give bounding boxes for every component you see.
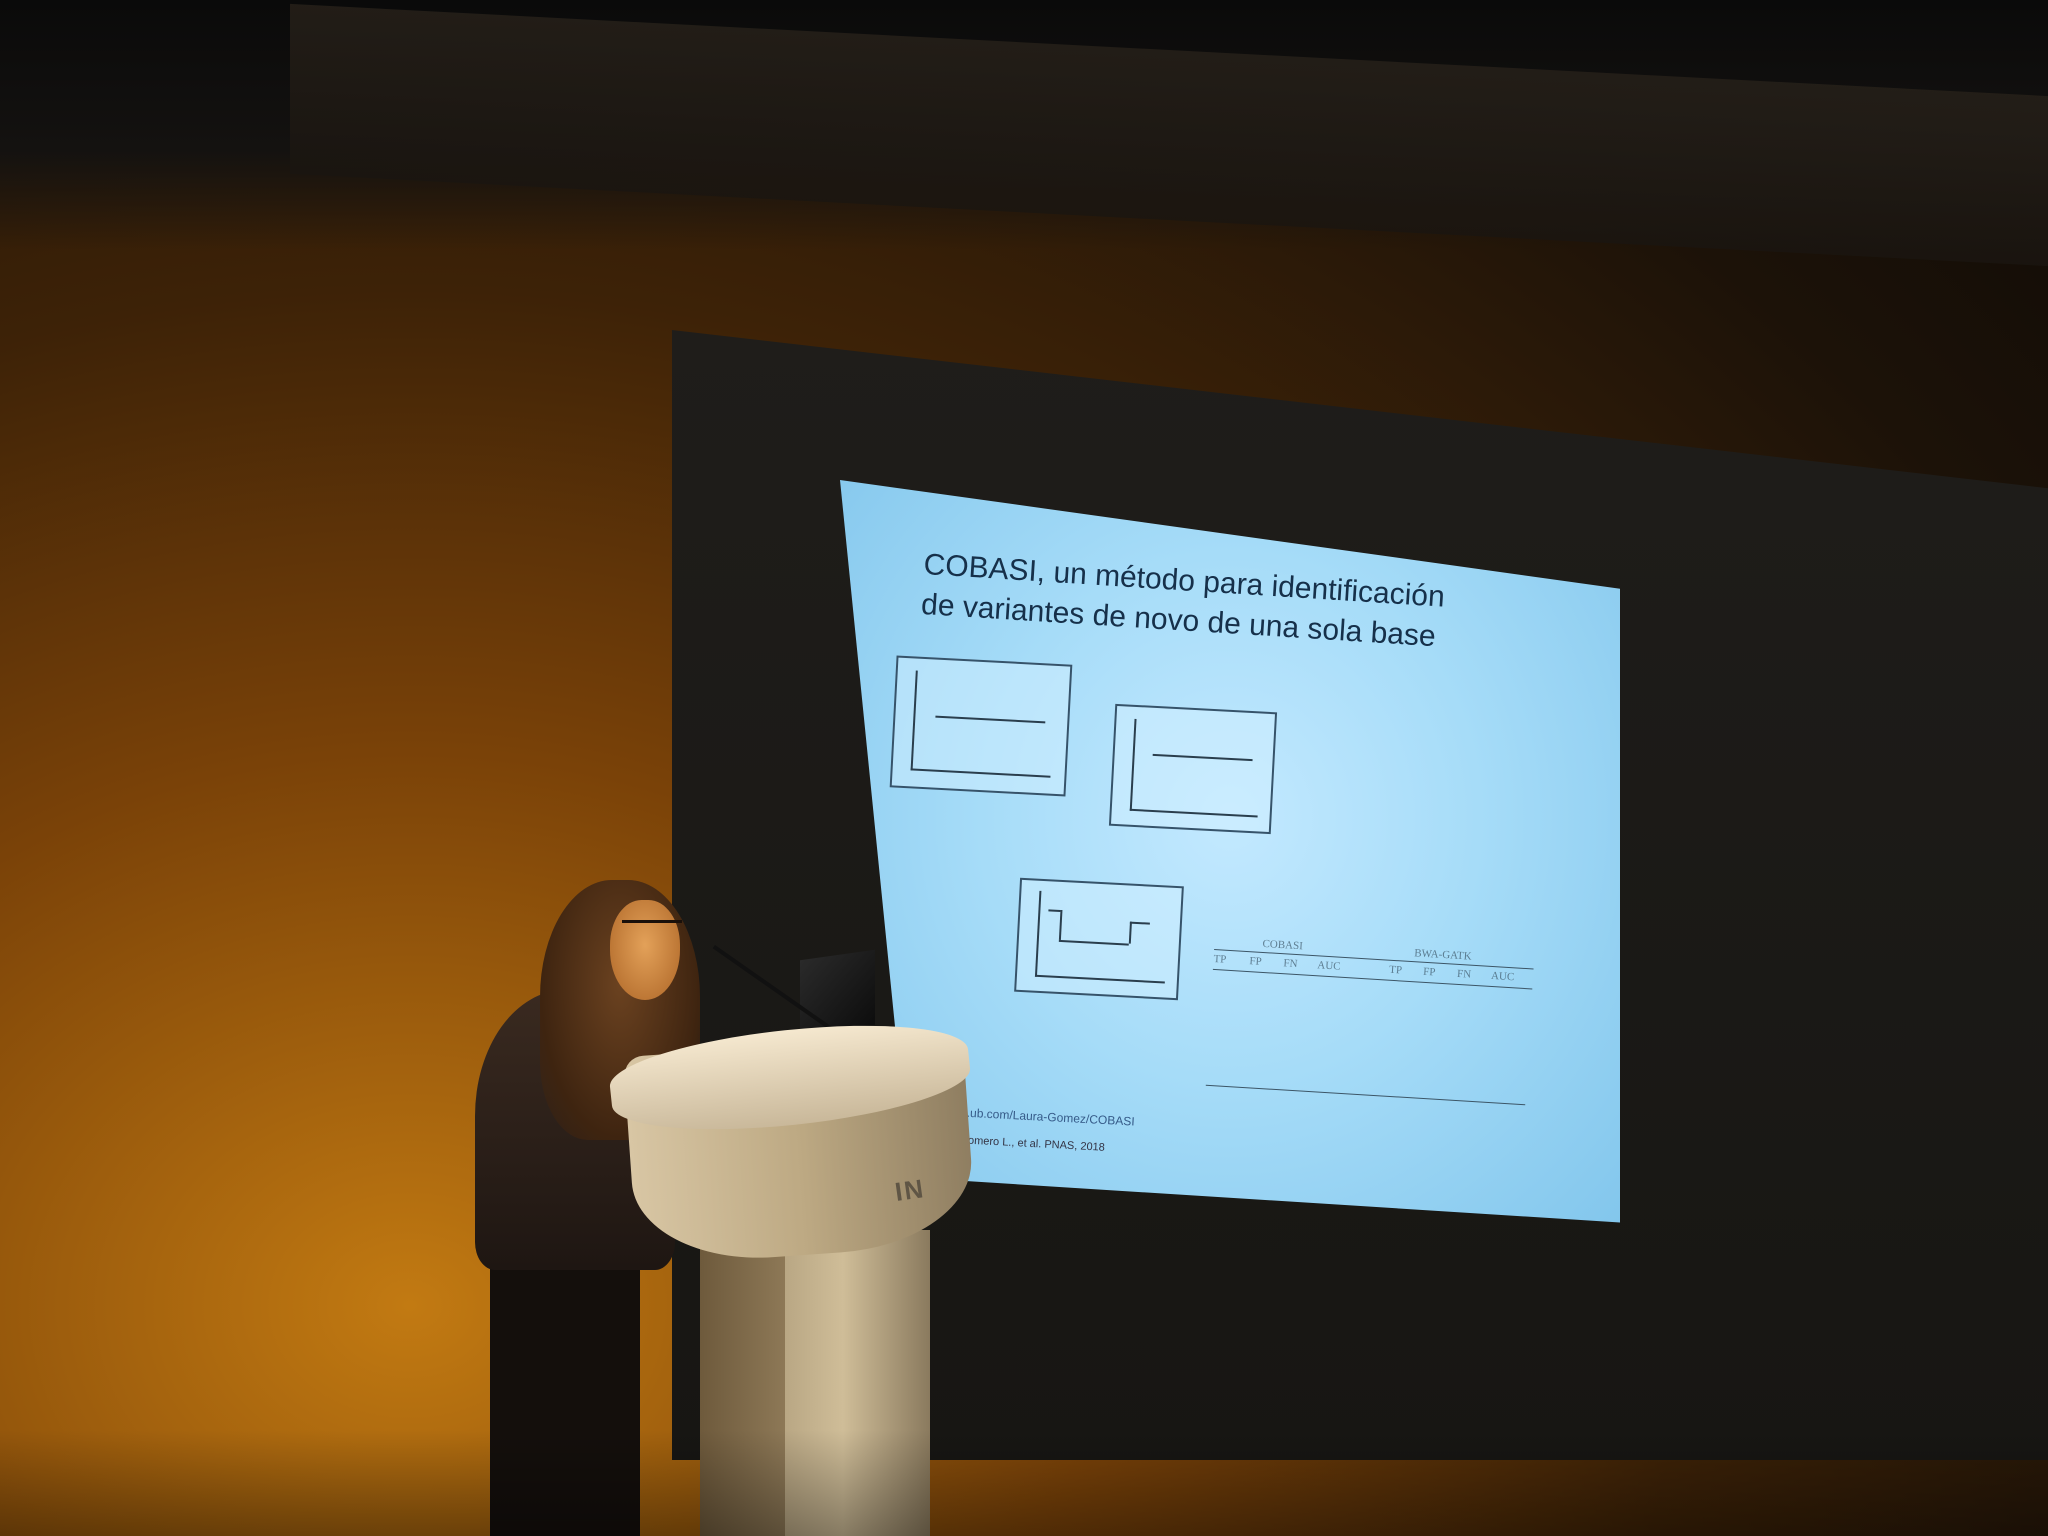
podium-column xyxy=(785,1230,930,1536)
presenter-face xyxy=(610,900,680,1000)
projected-slide xyxy=(840,480,1620,1223)
table-header: FP xyxy=(1249,955,1263,968)
laptop xyxy=(800,949,875,1036)
presenter-legs xyxy=(490,1240,640,1536)
glasses-icon xyxy=(622,920,682,939)
table-header: FN xyxy=(1456,967,1472,981)
table-header: FP xyxy=(1422,965,1436,979)
floor xyxy=(0,1430,2048,1536)
podium-column-shadow xyxy=(700,1240,790,1536)
table-header: FN xyxy=(1283,957,1298,971)
podium-sign: IN xyxy=(892,1173,927,1207)
table-header: AUC xyxy=(1490,969,1515,984)
coverage-plot-3 xyxy=(1014,877,1184,1001)
table-header: AUC xyxy=(1316,959,1341,973)
coverage-plot-1 xyxy=(889,655,1073,797)
table-header: TP xyxy=(1213,952,1227,966)
table-group-cobasi: COBASI xyxy=(1262,937,1304,953)
table-header: TP xyxy=(1388,963,1403,977)
results-table: COBASI BWA-GATK TP FP FN AUC TP FP FN AU… xyxy=(1204,935,1534,1134)
coverage-plot-2 xyxy=(1108,703,1278,835)
table-group-bwa-gatk: BWA-GATK xyxy=(1413,947,1472,963)
